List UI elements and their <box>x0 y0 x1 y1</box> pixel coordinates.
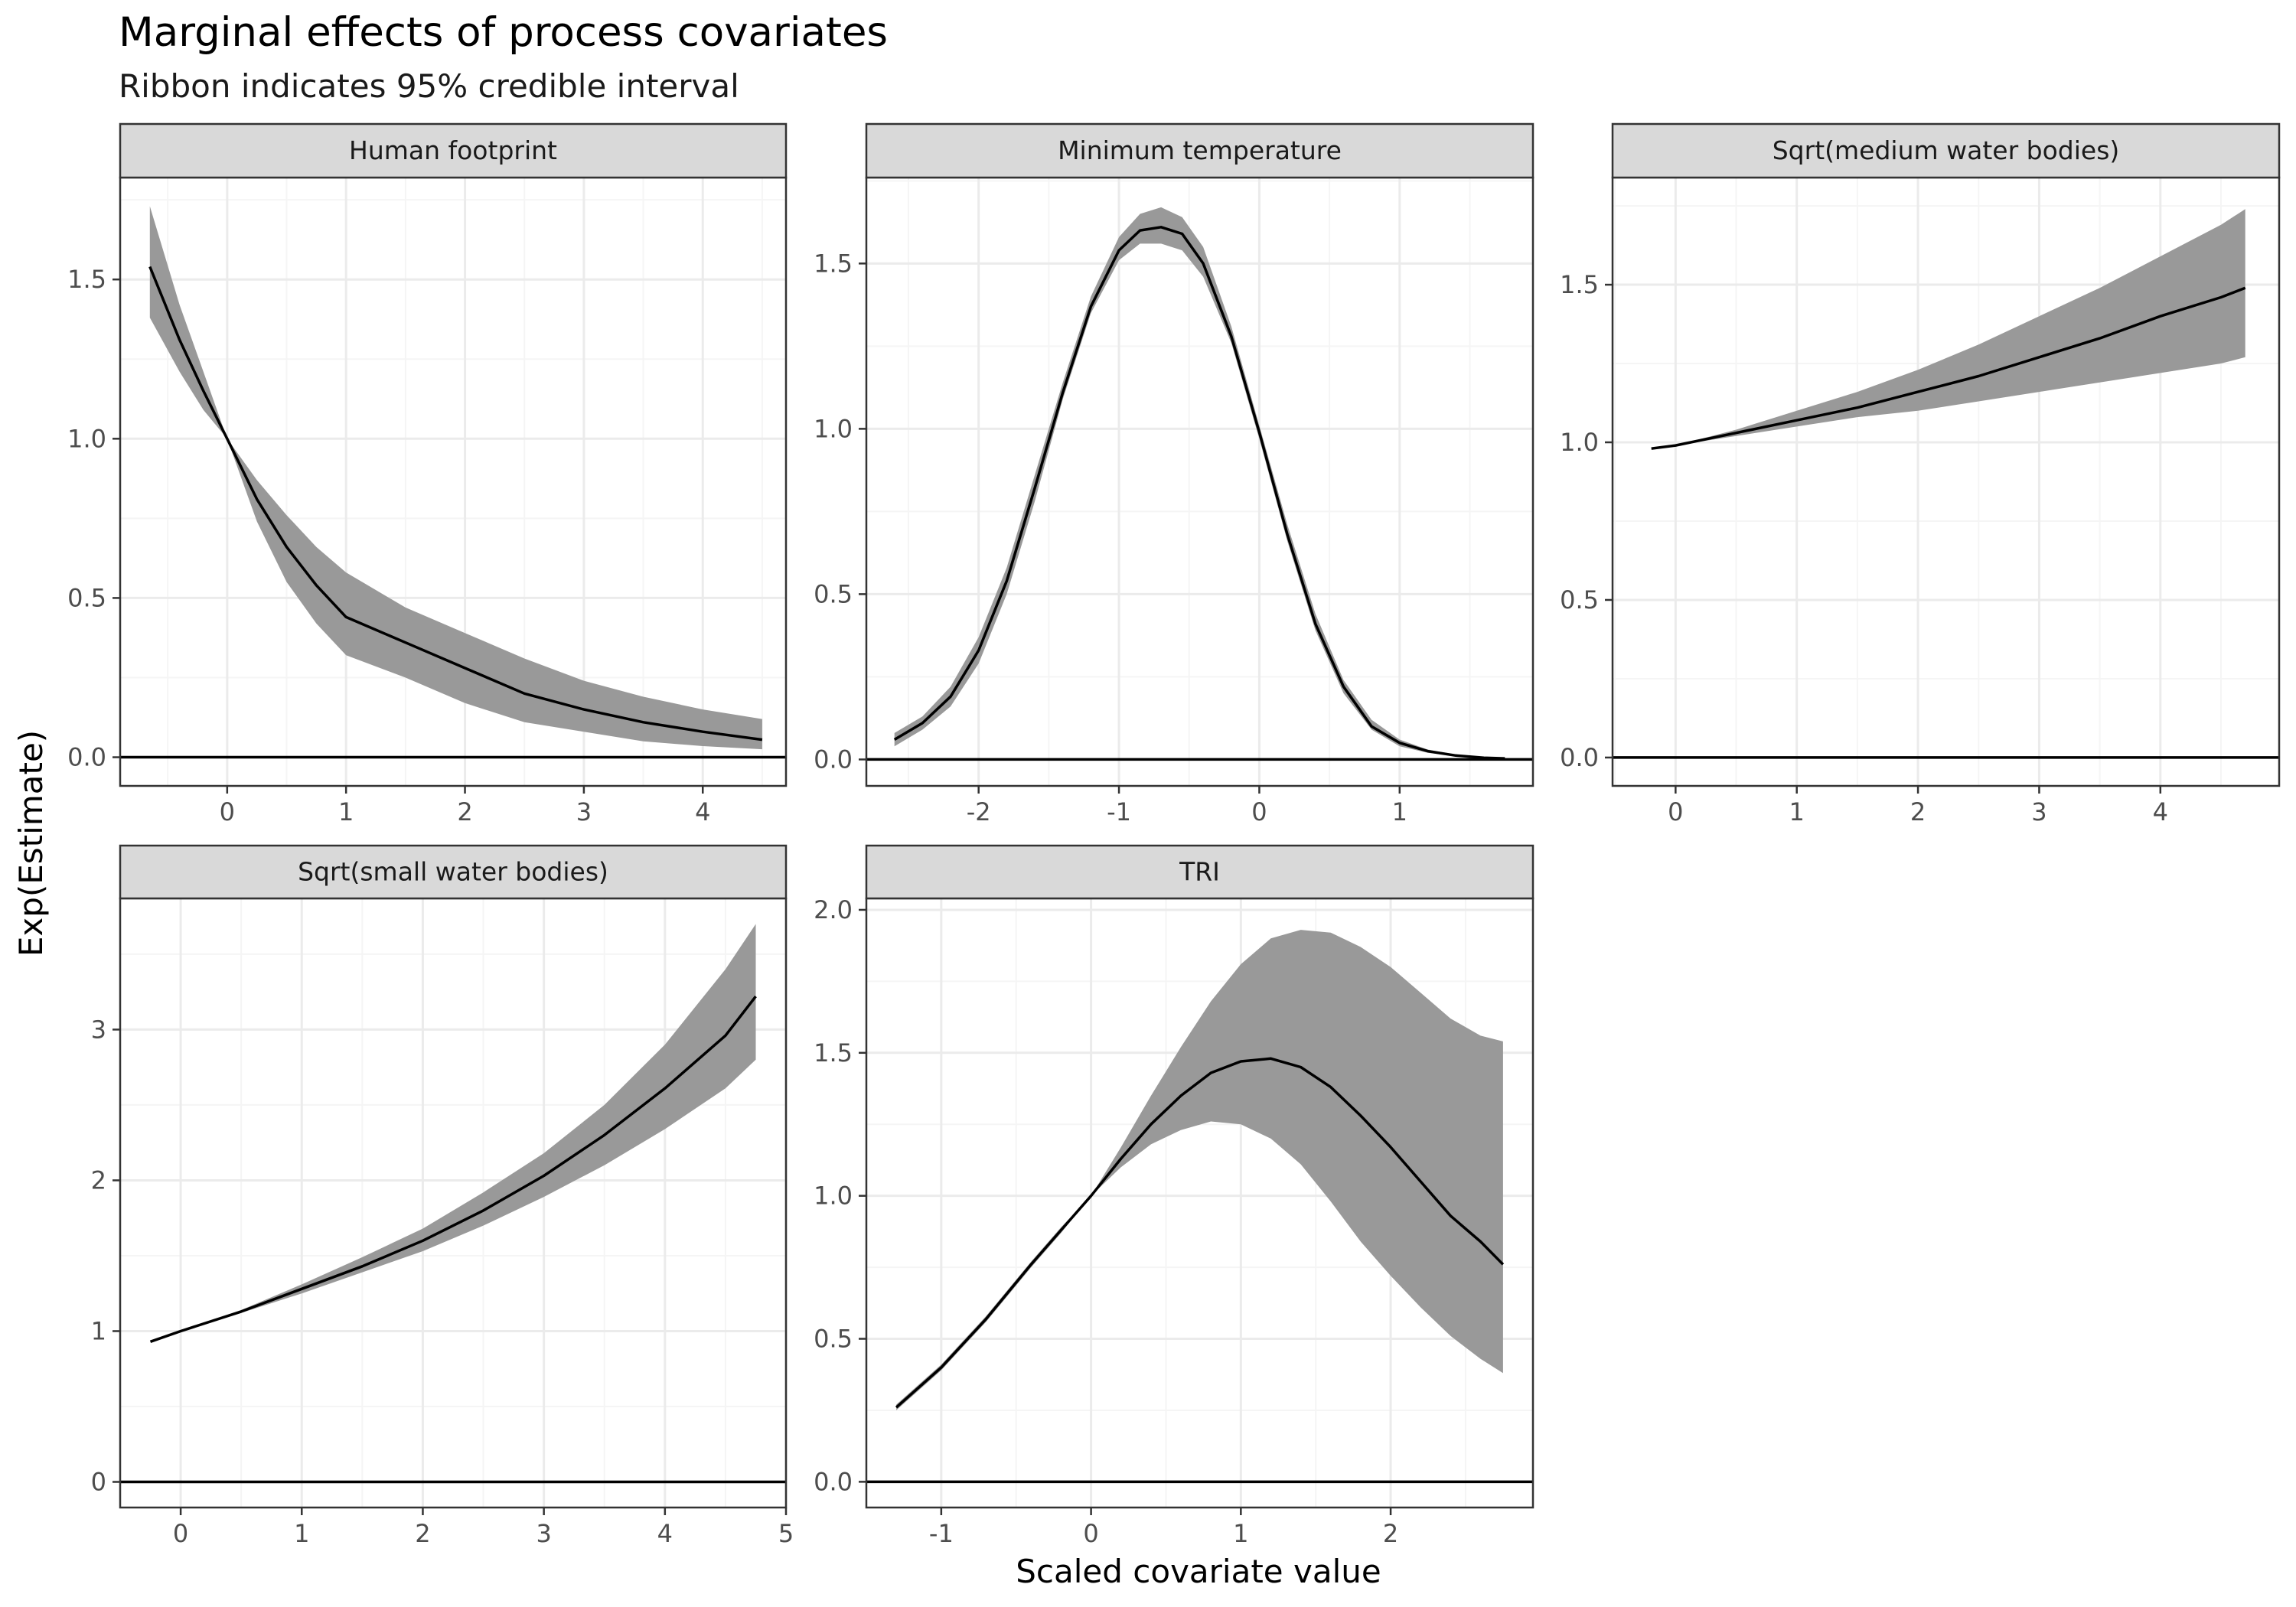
y-tick-label: 0.5 <box>1560 585 1599 614</box>
x-tick-label: 5 <box>778 1519 794 1548</box>
y-tick-label: 0 <box>91 1468 106 1497</box>
x-tick-label: 1 <box>338 797 354 826</box>
credible-interval-ribbon <box>150 924 756 1342</box>
facet-strip <box>1611 122 2281 179</box>
y-axis-title: Exp(Estimate) <box>12 730 50 957</box>
y-tick-label: 1.5 <box>67 265 106 294</box>
y-tick-label: 1.5 <box>814 249 853 278</box>
panel-minimum-temperature: Minimum temperature -2 -1 0 1 0.0 0.5 1.0 1.5 <box>814 122 1534 826</box>
facet-strip-label: Sqrt(small water bodies) <box>298 857 608 887</box>
y-tick-label: 1 <box>91 1316 106 1345</box>
y-tick-label: 0.0 <box>67 743 106 772</box>
y-tick-label: 1.0 <box>814 1182 853 1211</box>
x-tick-label: 2 <box>1910 797 1926 826</box>
figure-title: Marginal effects of process covariates <box>119 9 888 56</box>
x-tick-label: 4 <box>2153 797 2168 826</box>
y-tick-label: 0.0 <box>814 745 853 774</box>
x-tick-label: 3 <box>2031 797 2047 826</box>
y-tick-label: 1.0 <box>67 424 106 453</box>
x-tick-label: 2 <box>415 1519 430 1548</box>
x-tick-label: 0 <box>1668 797 1683 826</box>
y-tick-label: 1.0 <box>1560 428 1599 457</box>
x-tick-label: 3 <box>536 1519 551 1548</box>
x-tick-label: 3 <box>576 797 592 826</box>
y-tick-label: 0.5 <box>814 1325 853 1354</box>
y-tick-label: 0.5 <box>814 579 853 608</box>
facet-strip-label: TRI <box>1179 857 1220 887</box>
facet-strip-label: Human footprint <box>349 135 557 165</box>
x-tick-label: 1 <box>1789 797 1805 826</box>
x-tick-label: -2 <box>967 797 991 826</box>
y-tick-label: 1.0 <box>814 414 853 443</box>
x-tick-label: 0 <box>1251 797 1267 826</box>
panel-human-footprint: Human footprint 0 1 2 3 4 0.0 0.5 1.0 1.5 <box>67 122 788 826</box>
x-tick-label: -1 <box>1107 797 1131 826</box>
y-tick-label: 1.5 <box>1560 270 1599 299</box>
x-tick-label: 2 <box>1383 1519 1398 1548</box>
x-tick-label: 1 <box>294 1519 309 1548</box>
facet-strip-label: Minimum temperature <box>1058 135 1342 165</box>
estimate-line <box>893 226 1505 760</box>
x-tick-label: 0 <box>220 797 235 826</box>
facet-strip <box>119 844 788 900</box>
credible-interval-ribbon <box>896 930 1503 1410</box>
x-axis-title: Scaled covariate value <box>1016 1553 1381 1590</box>
estimate-line <box>148 266 763 742</box>
credible-interval-ribbon <box>149 206 762 750</box>
x-tick-label: 0 <box>1083 1519 1098 1548</box>
estimate-line <box>1651 286 2246 450</box>
facet-strip <box>865 122 1534 179</box>
facet-strip <box>119 122 788 179</box>
x-tick-label: 4 <box>695 797 710 826</box>
y-tick-label: 0.0 <box>814 1467 853 1496</box>
estimate-line <box>149 996 757 1343</box>
estimate-line <box>895 1057 1505 1409</box>
panel-sqrt-small-water-bodies: Sqrt(small water bodies) 0 1 2 3 4 5 0 1 2 3 <box>91 844 794 1548</box>
x-tick-label: 1 <box>1392 797 1407 826</box>
y-tick-label: 0.5 <box>67 583 106 612</box>
y-tick-label: 2.0 <box>814 895 853 924</box>
x-tick-label: 0 <box>173 1519 188 1548</box>
facet-strip-label: Sqrt(medium water bodies) <box>1773 135 2120 165</box>
panel-background <box>120 898 786 1508</box>
x-tick-label: 1 <box>1233 1519 1248 1548</box>
y-tick-label: 2 <box>91 1165 106 1195</box>
y-tick-label: 0.0 <box>1560 743 1599 772</box>
figure-subtitle: Ribbon indicates 95% credible interval <box>119 67 739 105</box>
x-tick-label: 2 <box>457 797 472 826</box>
facet-strip <box>865 844 1534 900</box>
panel-tri: TRI -1 0 1 2 0.0 0.5 1.0 1.5 2.0 <box>814 844 1534 1548</box>
y-tick-label: 1.5 <box>814 1038 853 1068</box>
x-tick-label: 4 <box>657 1519 673 1548</box>
x-tick-label: -1 <box>929 1519 954 1548</box>
panel-sqrt-medium-water-bodies: Sqrt(medium water bodies) 0 1 2 3 4 0.0 0.5 1.0 1… <box>1560 122 2281 826</box>
y-tick-label: 3 <box>91 1015 106 1044</box>
panel-background <box>866 178 1533 786</box>
